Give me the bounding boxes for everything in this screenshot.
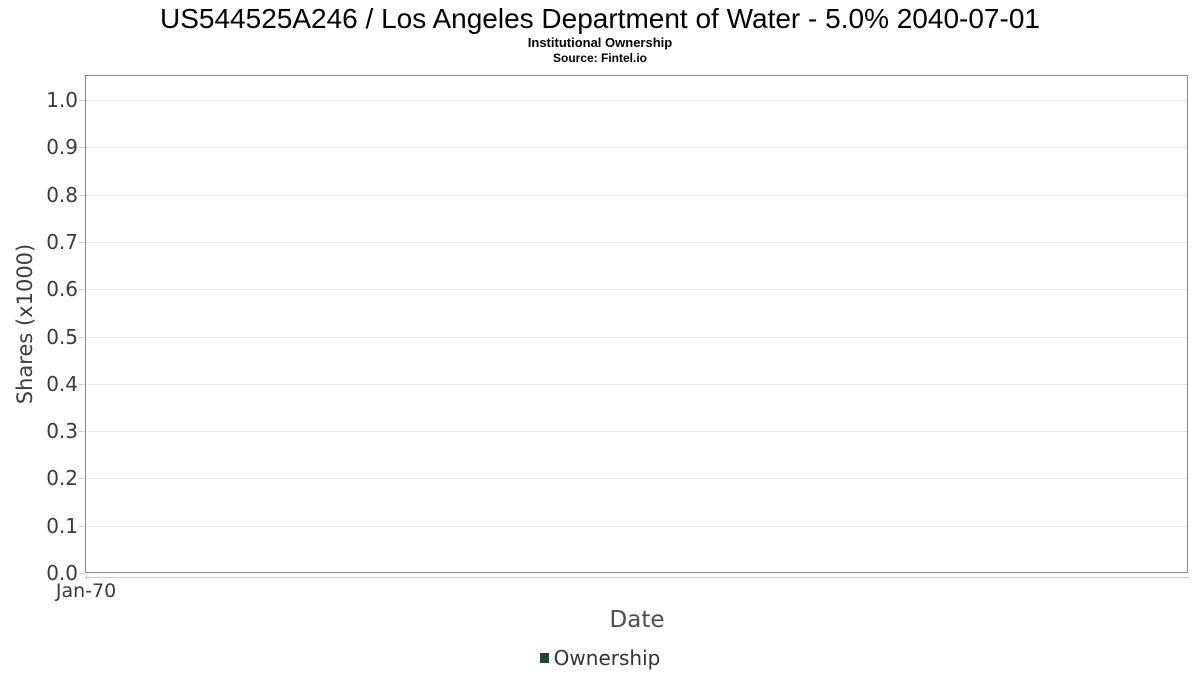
legend: Ownership	[0, 646, 1200, 670]
gridline-y-1.0	[86, 100, 1187, 102]
gridline-y-0.3	[86, 431, 1187, 433]
y-axis-tick-label: 1.0	[46, 88, 78, 113]
gridline-y-0.8	[86, 194, 1187, 196]
y-axis-tick	[79, 100, 85, 102]
x-axis-line	[85, 577, 1190, 578]
gridline-y-0.5	[86, 336, 1187, 338]
y-axis-tick-label: 0.9	[46, 135, 78, 160]
ownership-series-marker-icon	[539, 653, 549, 663]
y-axis-tick	[79, 478, 85, 480]
y-axis-tick	[79, 289, 85, 291]
x-axis-tick	[86, 574, 87, 580]
y-axis-tick-label: 0.1	[46, 513, 78, 538]
gridline-y-0.2	[86, 478, 1187, 480]
gridline-y-0.1	[86, 525, 1187, 527]
plot-area	[85, 75, 1188, 573]
gridline-y-0.4	[86, 383, 1187, 385]
legend-item-ownership[interactable]: Ownership	[539, 646, 661, 670]
y-axis-tick-label: 0.8	[46, 182, 78, 207]
gridline-y-0.6	[86, 289, 1187, 291]
y-axis-tick-label: 0.6	[46, 277, 78, 302]
y-axis-tick-label: 0.3	[46, 419, 78, 444]
y-axis-tick	[79, 147, 85, 149]
y-axis-tick	[79, 573, 85, 574]
y-axis-tick-label: 0.5	[46, 324, 78, 349]
y-axis-tick	[79, 525, 85, 527]
y-axis-tick-label: 0.7	[46, 229, 78, 254]
chart-subtitle: Institutional Ownership	[527, 35, 673, 50]
gridline-y-0.9	[86, 147, 1187, 149]
y-axis-tick	[79, 336, 85, 338]
legend-item-label: Ownership	[553, 646, 661, 670]
y-axis-tick-label: 0.0	[46, 561, 78, 585]
y-axis-tick	[79, 431, 85, 433]
y-axis-tick-label: 0.2	[46, 466, 78, 491]
y-axis-tick	[79, 383, 85, 385]
chart-source-credit: Source: Fintel.io	[552, 51, 647, 65]
gridline-y-0.7	[86, 241, 1187, 243]
y-axis-tick-label: 0.4	[46, 371, 78, 396]
x-axis-tick-label: Jan-70	[55, 580, 117, 602]
x-axis-title: Date	[609, 607, 665, 633]
y-axis-tick	[79, 241, 85, 243]
chart-title: US544525A246 / Los Angeles Department of…	[160, 3, 1040, 34]
y-axis-tick	[79, 194, 85, 196]
